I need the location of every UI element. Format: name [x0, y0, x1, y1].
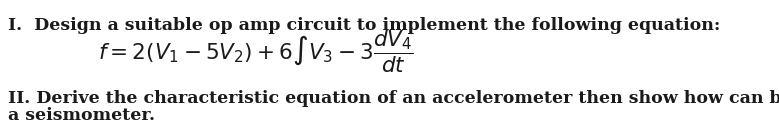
- Text: I.  Design a suitable op amp circuit to implement the following equation:: I. Design a suitable op amp circuit to i…: [8, 17, 720, 34]
- Text: II. Derive the characteristic equation of an accelerometer then show how can be : II. Derive the characteristic equation o…: [8, 90, 779, 107]
- Text: a seismometer.: a seismometer.: [8, 106, 154, 124]
- Text: $f = 2(V_1 - 5V_2) + 6\int V_3 - 3\dfrac{dV_4}{dt}$: $f = 2(V_1 - 5V_2) + 6\int V_3 - 3\dfrac…: [98, 29, 414, 75]
